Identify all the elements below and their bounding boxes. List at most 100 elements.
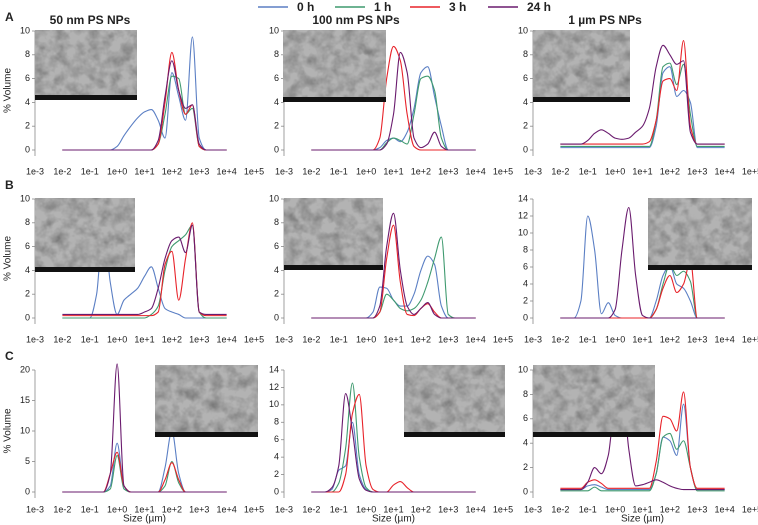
legend-label: 24 h	[527, 0, 551, 14]
y-tick-label: 2	[523, 462, 528, 472]
x-tick-label: 1e+2	[660, 334, 680, 344]
x-tick-label: 1e-3	[26, 334, 44, 344]
y-tick-label: 10	[20, 425, 30, 435]
x-tick-label: 1e-2	[551, 504, 569, 514]
y-tick-label: 2	[274, 469, 279, 479]
x-tick-label: 1e-1	[81, 166, 99, 176]
y-tick-label: 2	[25, 121, 30, 131]
y-tick-label: 8	[25, 49, 30, 59]
y-tick-label: 10	[20, 25, 30, 35]
sem-info-bar	[533, 432, 655, 437]
y-tick-label: 8	[523, 49, 528, 59]
sem-info-bar	[155, 432, 258, 437]
sem-info-bar	[284, 265, 383, 270]
plots: 0 2 4 6 8 10 1e-3 1e-2 1e-1 1e+0 1e+1 1e+2 1e+3 1e+4 1…	[3, 10, 758, 524]
y-tick-label: 2	[274, 289, 279, 299]
y-axis-label: % Volume	[3, 236, 14, 281]
x-tick-label: 1e+1	[383, 334, 403, 344]
series-line	[62, 60, 227, 151]
x-tick-label: 1e-2	[302, 166, 320, 176]
y-tick-label: 0	[25, 144, 30, 154]
y-tick-label: 0	[25, 312, 30, 322]
x-tick-label: 1e+4	[465, 334, 485, 344]
series-line	[560, 62, 725, 147]
panel: 0 2 4 6 8 10 12 14 1e-3 1e-2 1e-1 1e+0 1e+1 1e+2 1e+3 1…	[518, 193, 758, 344]
x-tick-label: 1e+0	[107, 334, 127, 344]
y-tick-label: 14	[269, 364, 279, 374]
y-tick-label: 10	[518, 227, 528, 237]
panel: 0 2 4 6 8 10 1e-3 1e-2 1e-1 1e+0 1e+1 1e+2 1e+3 1e+4 1…	[518, 13, 758, 176]
y-tick-label: 6	[523, 413, 528, 423]
x-tick-label: 1e-3	[524, 504, 542, 514]
y-tick-label: 4	[25, 97, 30, 107]
y-tick-label: 6	[523, 261, 528, 271]
x-tick-label: 1e+1	[632, 504, 652, 514]
x-tick-label: 1e-1	[330, 504, 348, 514]
x-tick-label: 1e+5	[742, 504, 758, 514]
panel: 0 2 4 6 8 10 1e-3 1e-2 1e-1 1e+0 1e+1 1e+2 1e+3 1e+4 1…	[269, 193, 513, 344]
y-tick-label: 5	[25, 456, 30, 466]
x-tick-label: 1e+2	[162, 504, 182, 514]
x-tick-label: 1e+5	[742, 334, 758, 344]
x-tick-label: 1e-1	[579, 334, 597, 344]
x-tick-label: 1e+0	[356, 504, 376, 514]
y-tick-label: 6	[274, 73, 279, 83]
y-tick-label: 10	[269, 25, 279, 35]
x-axis-label: Size (µm)	[372, 514, 415, 525]
series-line	[62, 451, 227, 493]
panel: 0 2 4 6 8 10 1e-3 1e-2 1e-1 1e+0 1e+1 1e+2 1e+3 1e+4 1…	[518, 364, 758, 524]
x-tick-label: 1e-3	[275, 334, 293, 344]
sem-info-bar	[35, 267, 135, 272]
x-tick-label: 1e+3	[687, 334, 707, 344]
legend-label: 1 h	[374, 0, 391, 14]
x-tick-label: 1e+5	[244, 334, 264, 344]
y-tick-label: 0	[274, 144, 279, 154]
x-tick-label: 1e+1	[134, 334, 154, 344]
series-line	[560, 44, 725, 145]
x-tick-label: 1e+0	[356, 166, 376, 176]
x-tick-label: 1e+2	[411, 504, 431, 514]
x-tick-label: 1e-3	[26, 166, 44, 176]
y-tick-label: 8	[25, 217, 30, 227]
y-tick-label: 4	[274, 452, 279, 462]
sem-info-bar	[648, 265, 752, 270]
x-tick-label: 1e+3	[687, 504, 707, 514]
x-tick-label: 1e+3	[189, 334, 209, 344]
x-tick-label: 1e+0	[605, 504, 625, 514]
column-title: 50 nm PS NPs	[50, 13, 131, 27]
sem-texture	[155, 365, 258, 437]
x-tick-label: 1e+4	[216, 334, 236, 344]
sem-texture	[283, 30, 386, 102]
panel: 0 2 4 6 8 10 12 14 1e-3 1e-2 1e-1 1e+0 1e+1 1e+2 1e+3 1…	[269, 364, 513, 524]
panel-label: B	[5, 178, 14, 192]
series-line	[560, 385, 725, 491]
y-tick-label: 8	[274, 49, 279, 59]
x-tick-label: 1e+0	[356, 334, 376, 344]
x-tick-label: 1e+3	[438, 504, 458, 514]
sem-texture	[648, 198, 752, 270]
x-tick-label: 1e-3	[524, 166, 542, 176]
x-tick-label: 1e+3	[687, 166, 707, 176]
x-tick-label: 1e+5	[493, 334, 513, 344]
sem-texture	[35, 30, 137, 100]
y-tick-label: 6	[25, 241, 30, 251]
y-tick-label: 6	[523, 73, 528, 83]
x-tick-label: 1e-2	[551, 166, 569, 176]
x-tick-label: 1e+3	[189, 166, 209, 176]
series-line	[311, 212, 476, 319]
x-tick-label: 1e+4	[216, 166, 236, 176]
y-tick-label: 8	[274, 417, 279, 427]
x-tick-label: 1e+1	[134, 504, 154, 514]
x-tick-label: 1e-2	[53, 334, 71, 344]
y-tick-label: 20	[20, 364, 30, 374]
panel: 0 2 4 6 8 10 1e-3 1e-2 1e-1 1e+0 1e+1 1e+2 1e+3 1e+4 1…	[269, 13, 513, 176]
y-tick-label: 4	[523, 278, 528, 288]
panel-label: C	[5, 349, 14, 363]
y-tick-label: 8	[523, 389, 528, 399]
sem-info-bar	[533, 97, 630, 102]
y-tick-label: 2	[523, 121, 528, 131]
x-tick-label: 1e-2	[551, 334, 569, 344]
x-tick-label: 1e+4	[714, 334, 734, 344]
y-tick-label: 0	[523, 312, 528, 322]
